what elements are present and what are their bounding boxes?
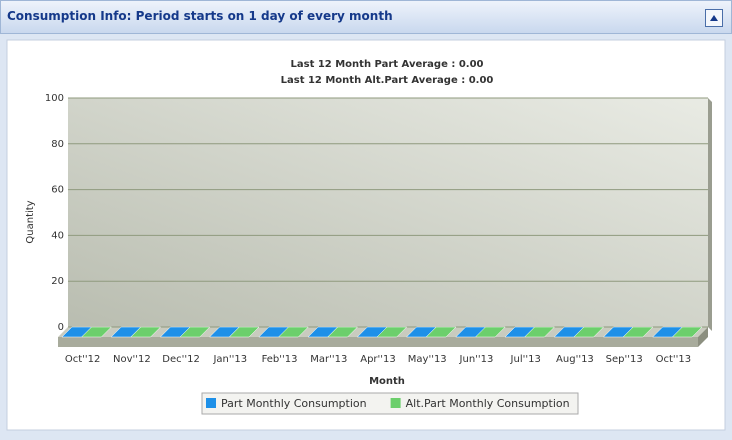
y-tick-label: 100 (45, 93, 64, 104)
bar (277, 326, 309, 338)
back-wall (68, 98, 708, 327)
bar (622, 326, 654, 338)
floor-side (698, 327, 708, 347)
bar (474, 326, 506, 338)
legend-swatch (206, 398, 216, 408)
x-tick-label: Jul''13 (510, 354, 541, 365)
panel-header: Consumption Info: Period starts on 1 day… (0, 0, 732, 34)
collapse-button[interactable] (705, 9, 723, 27)
x-axis-title: Month (369, 376, 405, 387)
x-tick-label: Oct''13 (656, 354, 692, 365)
floor-front (58, 337, 698, 347)
subtitle: Last 12 Month Alt.Part Average : 0.00 (281, 75, 494, 86)
bar (376, 326, 408, 338)
collapse-icon (710, 15, 718, 21)
y-tick-label: 0 (58, 322, 64, 333)
y-tick-label: 60 (51, 185, 64, 196)
bar (179, 326, 211, 338)
panel-title: Consumption Info: Period starts on 1 day… (7, 9, 393, 23)
legend (201, 392, 579, 415)
y-tick-label: 20 (51, 276, 64, 287)
x-tick-label: Jan''13 (212, 354, 247, 365)
legend-label: Alt.Part Monthly Consumption (406, 397, 570, 410)
x-tick-label: Nov''12 (113, 354, 151, 365)
side-wall (708, 98, 712, 331)
legend-swatch (390, 398, 401, 408)
subtitle: Last 12 Month Part Average : 0.00 (291, 59, 484, 70)
x-tick-label: Sep''13 (606, 354, 643, 365)
legend-label: Part Monthly Consumption (221, 397, 367, 410)
x-tick-label: Dec''12 (162, 354, 200, 365)
x-tick-label: May''13 (408, 354, 447, 365)
y-axis-title: Quantity (25, 200, 36, 243)
y-tick-label: 40 (51, 230, 64, 241)
y-tick-label: 80 (51, 139, 64, 150)
x-tick-label: Mar''13 (310, 354, 347, 365)
bar (671, 326, 703, 338)
x-tick-label: Jun''13 (459, 354, 494, 365)
bar (130, 326, 162, 338)
bar (573, 326, 605, 338)
bar (228, 326, 260, 338)
x-tick-label: Feb''13 (262, 354, 298, 365)
x-tick-label: Apr''13 (360, 354, 396, 365)
x-tick-label: Aug''13 (556, 354, 594, 365)
bar (524, 326, 555, 338)
bar (327, 326, 359, 338)
bar (425, 326, 457, 338)
x-tick-label: Oct''12 (65, 354, 101, 365)
bar (81, 326, 112, 338)
